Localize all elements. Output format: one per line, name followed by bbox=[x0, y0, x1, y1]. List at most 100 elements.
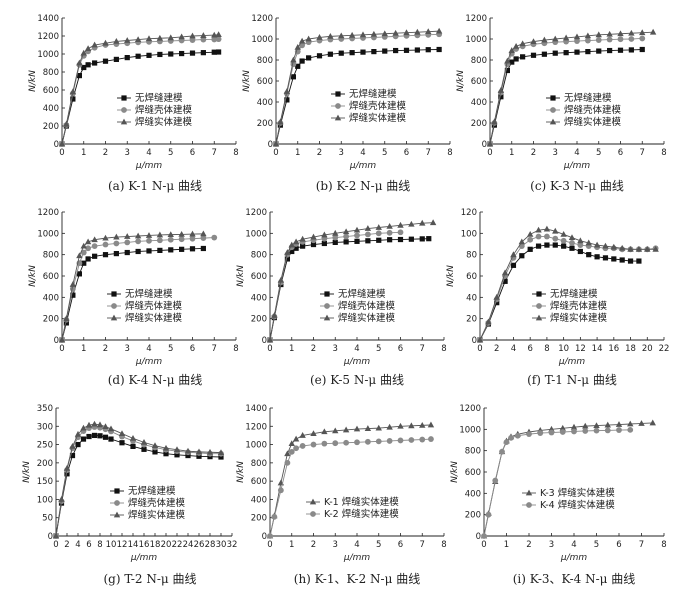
legend-label: 无焊缝建模 bbox=[338, 288, 386, 300]
y-axis-label: N/kN bbox=[446, 265, 456, 287]
data-point bbox=[58, 336, 66, 343]
x-tick-label: 1 bbox=[289, 344, 294, 354]
legend-entry: 焊缝实体建模 bbox=[117, 116, 193, 128]
x-tick-label: 1 bbox=[81, 344, 86, 354]
y-tick-label: 400 bbox=[251, 495, 267, 505]
legend-entry: 焊缝壳体建模 bbox=[107, 300, 183, 312]
y-tick-label: 1200 bbox=[245, 422, 267, 432]
data-point bbox=[627, 245, 634, 252]
data-point bbox=[145, 35, 153, 42]
data-point bbox=[435, 27, 443, 34]
data-point bbox=[510, 262, 517, 268]
data-point bbox=[611, 256, 617, 262]
data-point bbox=[526, 431, 532, 438]
x-tick-label: 2 bbox=[494, 344, 499, 354]
data-point bbox=[294, 48, 301, 55]
y-tick-label: 200 bbox=[251, 315, 267, 325]
data-point bbox=[108, 436, 114, 442]
y-tick-label: 200 bbox=[257, 119, 273, 129]
y-tick-label: 400 bbox=[465, 489, 481, 499]
data-point bbox=[510, 251, 517, 258]
panel-caption: (f) T-1 N-μ 曲线 bbox=[527, 373, 617, 387]
data-point bbox=[518, 238, 526, 245]
data-point bbox=[277, 487, 284, 494]
data-point bbox=[157, 51, 163, 58]
legend-label: 焊缝壳体建模 bbox=[349, 100, 407, 112]
legend-entry: 焊缝实体建模 bbox=[107, 312, 183, 324]
x-tick-label: 8 bbox=[441, 540, 446, 550]
data-point bbox=[81, 64, 87, 71]
x-tick-label: 3 bbox=[333, 540, 338, 550]
data-point bbox=[118, 430, 126, 436]
x-tick-label: 8 bbox=[661, 540, 666, 550]
data-point bbox=[649, 419, 656, 426]
y-axis-label: N/kN bbox=[28, 70, 38, 92]
data-point bbox=[568, 234, 576, 240]
legend-marker bbox=[525, 489, 533, 496]
data-point bbox=[200, 230, 207, 237]
data-point bbox=[277, 118, 284, 125]
data-point bbox=[284, 450, 291, 457]
data-point bbox=[639, 29, 646, 36]
data-point bbox=[288, 448, 295, 455]
x-tick-label: 2 bbox=[311, 540, 316, 550]
x-axis-label: μ/mm bbox=[558, 357, 586, 367]
x-tick-label: 3 bbox=[333, 344, 338, 354]
y-axis-label: N/kN bbox=[22, 461, 32, 483]
data-point bbox=[571, 428, 577, 435]
y-tick-label: 40 bbox=[466, 293, 477, 303]
data-point bbox=[504, 67, 510, 74]
y-tick-label: 800 bbox=[465, 447, 481, 457]
legend-entry: K-4 焊缝实体建模 bbox=[522, 499, 615, 511]
data-point bbox=[607, 47, 613, 54]
data-point bbox=[156, 34, 164, 41]
x-tick-label: 12 bbox=[575, 344, 586, 354]
chart-panel-1: 0 1 2 3 4 5 6 7 8 0 200 400 600 800 1000 1200 1400 μ/mm N/… bbox=[28, 14, 239, 193]
y-tick-label: 350 bbox=[37, 404, 53, 414]
x-tick-label: 8 bbox=[233, 344, 238, 354]
x-tick-label: 2 bbox=[103, 344, 108, 354]
data-point bbox=[593, 241, 601, 248]
x-axis-label: μ/mm bbox=[343, 357, 371, 367]
data-point bbox=[544, 233, 550, 240]
x-tick-label: 6 bbox=[527, 344, 532, 354]
data-point bbox=[582, 422, 589, 429]
chart-panel-5: 0 1 2 3 4 5 6 7 8 0 200 400 600 800 1000 1200 μ/mm N/kN 无焊… bbox=[236, 208, 447, 387]
data-point bbox=[628, 29, 635, 36]
x-tick-label: 5 bbox=[376, 540, 381, 550]
legend-label: 无焊缝建模 bbox=[135, 92, 183, 104]
legend-marker bbox=[121, 107, 127, 113]
data-point bbox=[585, 49, 591, 55]
data-point bbox=[179, 50, 185, 57]
data-point bbox=[617, 47, 624, 53]
data-point bbox=[267, 533, 273, 539]
data-point bbox=[156, 237, 163, 244]
panel-caption: (d) K-4 N-μ 曲线 bbox=[108, 373, 203, 387]
data-point bbox=[215, 31, 222, 38]
data-point bbox=[146, 52, 152, 58]
data-point bbox=[375, 438, 382, 445]
data-point bbox=[271, 312, 278, 318]
x-tick-label: 6 bbox=[86, 540, 91, 550]
x-tick-label: 8 bbox=[441, 344, 446, 354]
legend-label: K-1 焊缝实体建模 bbox=[324, 496, 399, 508]
y-tick-label: 800 bbox=[257, 56, 273, 66]
data-point bbox=[321, 231, 328, 238]
data-point bbox=[298, 37, 306, 44]
data-point bbox=[332, 239, 338, 245]
legend-entry: 焊缝壳体建模 bbox=[117, 104, 193, 116]
data-point bbox=[386, 438, 393, 444]
data-point bbox=[84, 45, 92, 51]
data-point bbox=[508, 47, 515, 53]
data-point bbox=[174, 452, 180, 458]
data-point bbox=[419, 219, 426, 226]
chart-panel-2: 0 1 2 3 4 5 6 7 8 0 200 400 600 800 1000 1200 μ/mm N/kN 无焊… bbox=[242, 14, 453, 193]
data-point bbox=[168, 51, 174, 57]
data-point bbox=[63, 464, 71, 471]
legend-marker bbox=[111, 291, 117, 297]
data-point bbox=[107, 425, 115, 432]
data-point bbox=[561, 243, 567, 249]
x-tick-label: 0 bbox=[487, 148, 492, 158]
data-point bbox=[321, 440, 328, 447]
legend-marker bbox=[526, 502, 532, 508]
